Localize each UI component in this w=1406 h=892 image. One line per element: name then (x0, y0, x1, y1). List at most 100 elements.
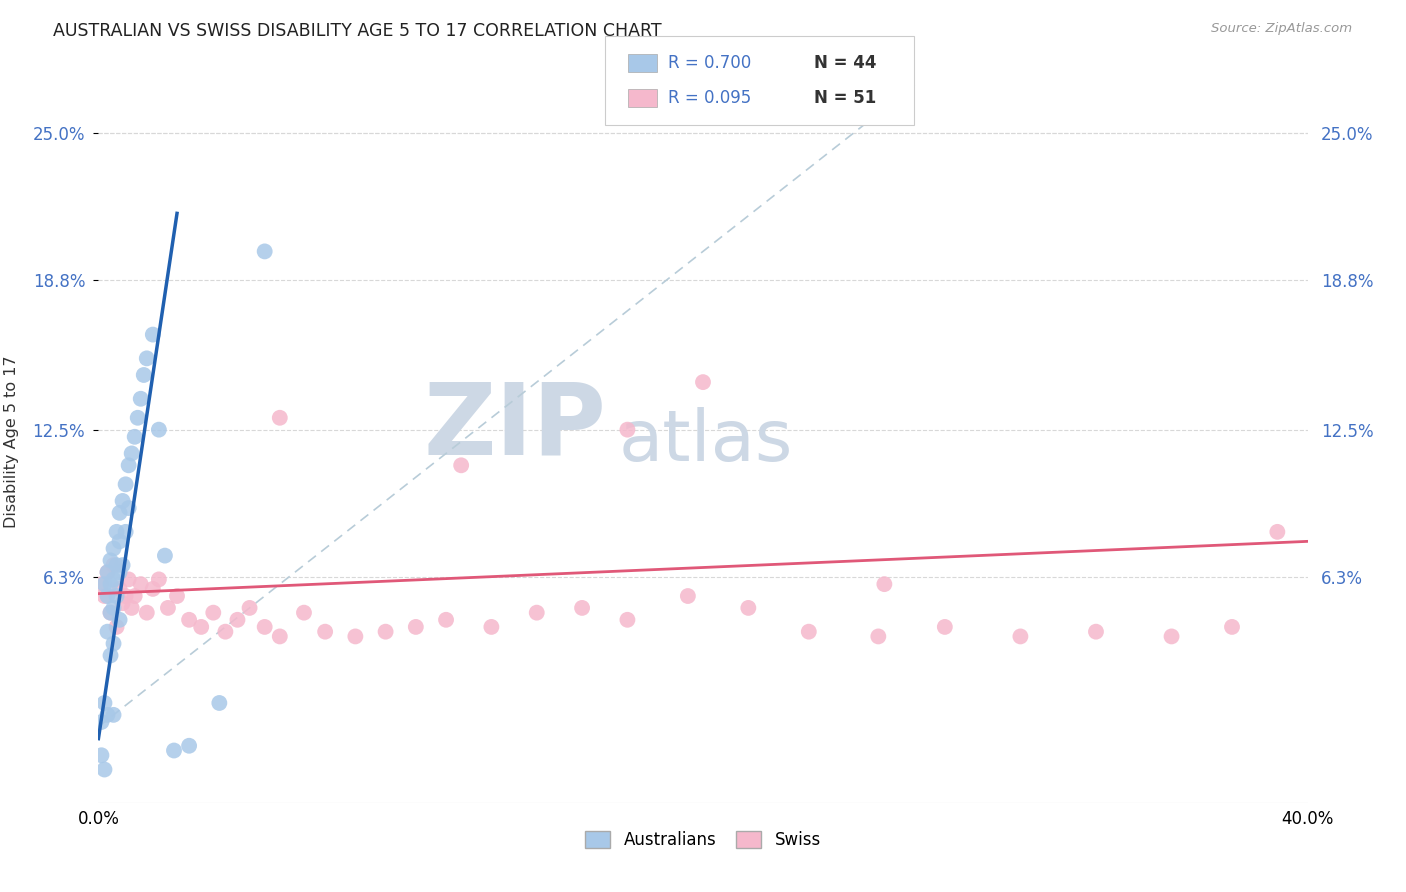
Point (96, 566, 118, 580)
Point (103, 558, 125, 573)
Point (108, 534, 131, 549)
Point (1085, 624, 1108, 639)
Point (1160, 629, 1182, 643)
Point (118, 501, 141, 516)
Point (1220, 620, 1243, 634)
Point (111, 494, 134, 508)
Point (105, 589, 128, 603)
Point (616, 613, 638, 627)
Point (1010, 629, 1032, 643)
Point (96, 707, 118, 722)
Y-axis label: Disability Age 5 to 17: Disability Age 5 to 17 (4, 355, 18, 528)
Point (93, 577, 115, 591)
Point (190, 620, 212, 634)
Point (526, 606, 548, 620)
Text: N = 44: N = 44 (814, 54, 876, 71)
Point (124, 589, 146, 603)
Point (121, 601, 143, 615)
Point (100, 553, 122, 567)
Point (934, 620, 956, 634)
Point (114, 589, 136, 603)
Text: ZIP: ZIP (423, 378, 606, 475)
Point (108, 566, 131, 580)
Point (179, 739, 201, 753)
Point (105, 620, 128, 634)
Point (90, 577, 112, 591)
Point (96, 566, 118, 580)
Point (253, 244, 276, 259)
Point (374, 624, 396, 639)
Point (797, 624, 820, 639)
Point (96, 624, 118, 639)
Point (156, 601, 179, 615)
Legend: Australians, Swiss: Australians, Swiss (578, 824, 828, 856)
Point (571, 601, 593, 615)
Point (108, 506, 131, 520)
Point (873, 577, 896, 591)
Point (108, 582, 131, 596)
Point (124, 430, 146, 444)
Text: Source: ZipAtlas.com: Source: ZipAtlas.com (1212, 22, 1353, 36)
Point (142, 327, 165, 342)
Point (135, 606, 157, 620)
Point (434, 613, 457, 627)
Point (111, 558, 134, 573)
Point (142, 582, 165, 596)
Point (90, 748, 112, 763)
Point (202, 606, 225, 620)
Point (114, 477, 136, 491)
Point (450, 458, 472, 473)
Point (163, 743, 186, 757)
Point (314, 624, 336, 639)
Point (148, 573, 170, 587)
Point (114, 524, 136, 539)
Text: atlas: atlas (619, 407, 793, 476)
Point (103, 636, 125, 650)
Point (108, 613, 131, 627)
Point (118, 458, 141, 473)
Point (100, 606, 122, 620)
Point (344, 629, 367, 643)
Point (93, 589, 115, 603)
Point (90, 714, 112, 729)
Point (405, 620, 427, 634)
Point (96, 589, 118, 603)
Point (111, 596, 134, 610)
Point (269, 410, 291, 425)
Point (103, 573, 125, 587)
Point (121, 446, 143, 460)
Point (103, 541, 125, 556)
Point (105, 558, 128, 573)
Point (239, 601, 262, 615)
Point (93, 763, 115, 777)
Point (148, 423, 170, 437)
Point (692, 375, 714, 389)
Point (214, 624, 236, 639)
Point (100, 577, 122, 591)
Point (135, 351, 157, 366)
Point (226, 613, 249, 627)
Point (481, 620, 503, 634)
Point (737, 601, 759, 615)
Text: AUSTRALIAN VS SWISS DISABILITY AGE 5 TO 17 CORRELATION CHART: AUSTRALIAN VS SWISS DISABILITY AGE 5 TO … (53, 22, 662, 40)
Point (132, 368, 155, 382)
Point (103, 601, 125, 615)
Point (100, 648, 122, 663)
Text: N = 51: N = 51 (814, 89, 876, 107)
Point (100, 606, 122, 620)
Point (153, 549, 176, 563)
Point (616, 423, 638, 437)
Text: R = 0.700: R = 0.700 (668, 54, 751, 71)
Point (179, 613, 201, 627)
Point (129, 392, 152, 406)
Point (166, 589, 188, 603)
Point (208, 696, 231, 710)
Point (868, 629, 890, 643)
Point (253, 620, 276, 634)
Point (129, 577, 152, 591)
Point (105, 524, 128, 539)
Point (103, 707, 125, 722)
Point (1267, 524, 1289, 539)
Point (118, 573, 141, 587)
Point (292, 606, 315, 620)
